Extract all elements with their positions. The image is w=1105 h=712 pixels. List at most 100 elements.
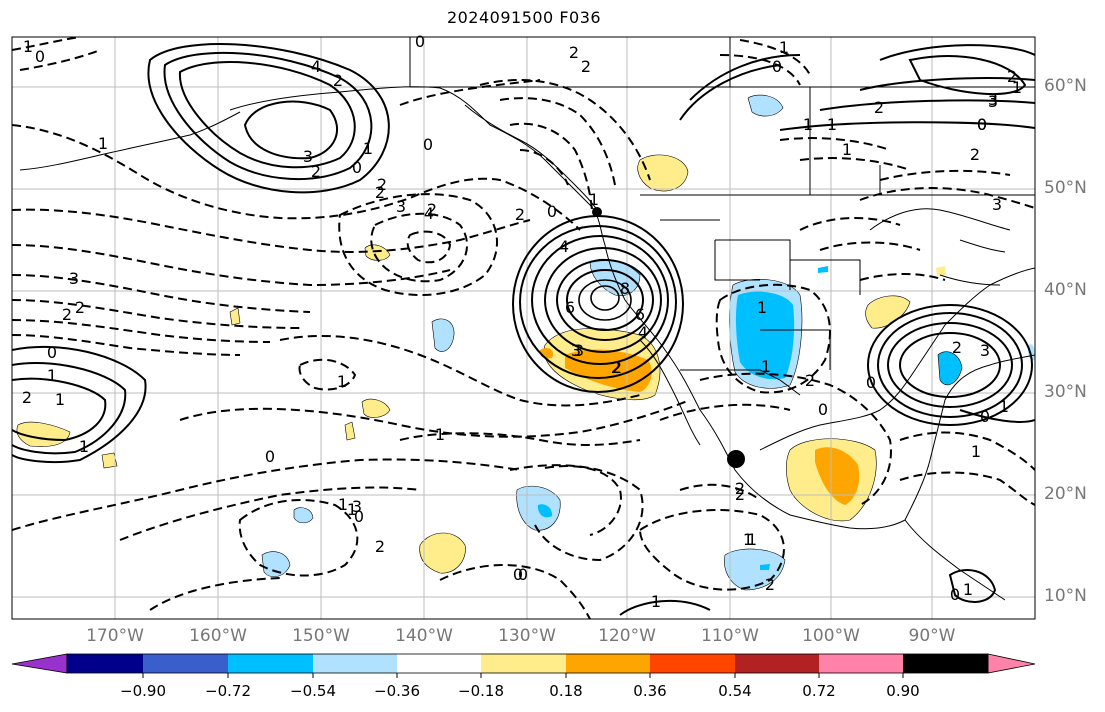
contour-label: 2 bbox=[805, 371, 815, 390]
contour-label: 2 bbox=[611, 358, 621, 377]
contour-label: 1 bbox=[842, 140, 852, 159]
contour-label: 3 bbox=[574, 341, 584, 360]
contour-label: 2 bbox=[75, 298, 85, 317]
contour-label: 2 bbox=[581, 57, 591, 76]
contour-label: 1 bbox=[337, 372, 347, 391]
contour-label: 1 bbox=[999, 397, 1009, 416]
contour-label: 1 bbox=[757, 298, 767, 317]
contour-label: 0 bbox=[352, 158, 362, 177]
contour-label: 3 bbox=[980, 341, 990, 360]
contour-label: 0 bbox=[47, 343, 57, 362]
contour-label: 0 bbox=[980, 407, 990, 426]
contour-label: 2 bbox=[874, 98, 884, 117]
contour-label: 0 bbox=[866, 373, 876, 392]
contour-label: 0 bbox=[513, 565, 523, 584]
map-title: 2024091500 F036 bbox=[446, 8, 602, 27]
lat-label-60n: 60°N bbox=[1044, 76, 1087, 96]
colorbar-tick-label: −0.36 bbox=[374, 682, 420, 700]
contour-label: 2 bbox=[333, 71, 343, 90]
contour-label: 2 bbox=[952, 338, 962, 357]
contour-label: 2 bbox=[970, 145, 980, 164]
contour-label: 1 bbox=[743, 530, 753, 549]
contour-label: 2 bbox=[612, 358, 622, 377]
contour-label: 1 bbox=[651, 592, 661, 611]
contour-label: 0 bbox=[265, 447, 275, 466]
location-marker bbox=[727, 450, 745, 468]
contour-label: 1 bbox=[23, 37, 33, 56]
contour-label: 2 bbox=[62, 305, 72, 324]
lon-label-90w: 90°W bbox=[908, 626, 956, 646]
contour-lines bbox=[12, 37, 1035, 619]
contour-label: 0 bbox=[977, 115, 987, 134]
contour-label: 4 bbox=[559, 237, 569, 256]
colorbar-extend-right bbox=[987, 653, 1036, 674]
contour-label: 2 bbox=[1007, 67, 1017, 86]
contour-label: 1 bbox=[589, 190, 599, 209]
anomaly-shading bbox=[16, 94, 1035, 591]
contour-label: 3 bbox=[988, 90, 998, 109]
contour-label: 0 bbox=[35, 47, 45, 66]
colorbar-bin bbox=[481, 654, 566, 673]
contour-label: 2 bbox=[735, 479, 745, 498]
colorbar-bin bbox=[143, 654, 228, 673]
contour-label: 1 bbox=[803, 115, 813, 134]
lon-label-150w: 150°W bbox=[292, 626, 350, 646]
contour-label: 1 bbox=[347, 500, 357, 519]
lat-label-40n: 40°N bbox=[1044, 280, 1087, 300]
contour-label: 6 bbox=[635, 305, 645, 324]
contour-label: 0 bbox=[547, 202, 557, 221]
coastlines-and-borders bbox=[19, 37, 1035, 601]
contour-label: 3 bbox=[69, 269, 79, 288]
contour-label: 2 bbox=[427, 200, 437, 219]
colorbar-tick-label: 0.36 bbox=[633, 682, 667, 700]
lat-label-20n: 20°N bbox=[1044, 484, 1087, 504]
contour-label: 1 bbox=[98, 134, 108, 153]
contour-label: 1 bbox=[827, 115, 837, 134]
storm-center-marker bbox=[592, 207, 602, 217]
colorbar-bin bbox=[735, 654, 819, 673]
lon-label-170w: 170°W bbox=[86, 626, 144, 646]
contour-label: 2 bbox=[375, 183, 385, 202]
contour-label: 0 bbox=[950, 585, 960, 604]
contour-label: 2 bbox=[311, 162, 321, 181]
contour-label: 1 bbox=[747, 530, 757, 549]
lat-label-30n: 30°N bbox=[1044, 382, 1087, 402]
lat-label-50n: 50°N bbox=[1044, 178, 1087, 198]
contour-label: 2 bbox=[735, 485, 745, 504]
contour-label: 1 bbox=[779, 38, 789, 57]
contour-label: 4 bbox=[311, 57, 321, 76]
map-frame bbox=[11, 36, 1036, 620]
colorbar-bin bbox=[566, 654, 650, 673]
contour-label: 1 bbox=[1012, 78, 1022, 97]
contour-label: 1 bbox=[79, 437, 89, 456]
colorbar-bin bbox=[313, 654, 397, 673]
contour-label: 1 bbox=[963, 580, 973, 599]
gridlines bbox=[12, 37, 1035, 619]
contour-label: 4 bbox=[424, 204, 434, 223]
contour-label: 2 bbox=[377, 175, 387, 194]
colorbar-bin bbox=[650, 654, 735, 673]
colorbar-tick-label: −0.72 bbox=[205, 682, 251, 700]
colorbar-bin bbox=[67, 654, 143, 673]
contour-label: 2 bbox=[569, 43, 579, 62]
lat-label-10n: 10°N bbox=[1044, 586, 1087, 606]
lon-label-100w: 100°W bbox=[802, 626, 860, 646]
colorbar-extend-left bbox=[11, 653, 68, 674]
contour-label: 1 bbox=[435, 425, 445, 444]
contour-label: 3 bbox=[571, 341, 581, 360]
contour-label: 3 bbox=[396, 197, 406, 216]
contour-label: 1 bbox=[47, 366, 57, 385]
contour-label: 8 bbox=[620, 279, 630, 298]
contour-label: 0 bbox=[518, 565, 528, 584]
colorbar-tick-label: 0.90 bbox=[886, 682, 920, 700]
contour-label: 6 bbox=[565, 298, 575, 317]
colorbar-tick-label: −0.90 bbox=[120, 682, 166, 700]
contour-label: 2 bbox=[375, 537, 385, 556]
contour-label: 0 bbox=[977, 115, 987, 134]
contour-label: 3 bbox=[992, 195, 1002, 214]
contour-label: 2 bbox=[515, 205, 525, 224]
colorbar bbox=[11, 653, 1036, 678]
lon-label-110w: 110°W bbox=[701, 626, 759, 646]
